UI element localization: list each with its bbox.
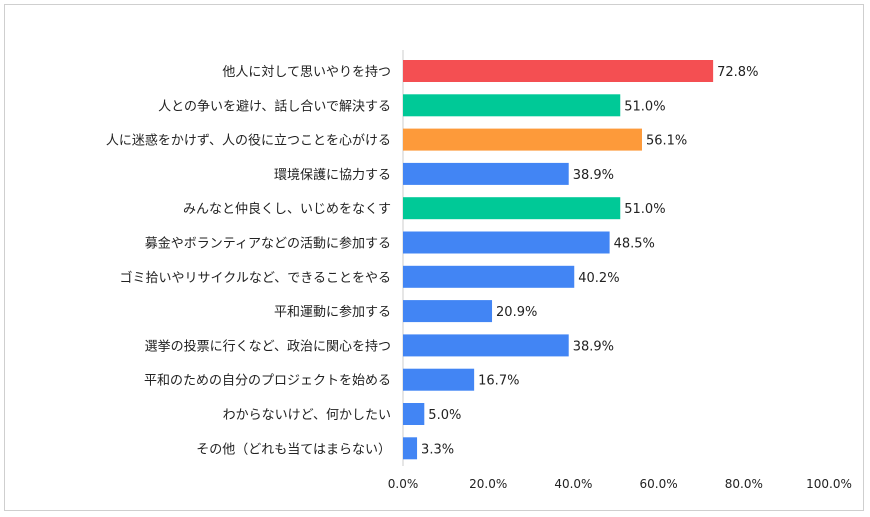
value-label: 16.7% bbox=[478, 374, 519, 389]
x-tick-label: 100.0% bbox=[806, 477, 852, 491]
value-label: 48.5% bbox=[614, 237, 655, 252]
bar bbox=[403, 300, 493, 323]
value-label: 20.9% bbox=[496, 305, 537, 320]
bar bbox=[403, 265, 575, 288]
bar bbox=[403, 231, 610, 254]
category-label: 他人に対して思いやりを持つ bbox=[222, 65, 391, 80]
bar bbox=[403, 94, 621, 117]
category-label: 人に迷惑をかけず、人の役に立つことを心がける bbox=[106, 133, 391, 149]
value-label: 38.9% bbox=[573, 168, 614, 183]
category-label: 募金やボランティアなどの活動に参加する bbox=[145, 236, 391, 252]
category-label: みんなと仲良くし、いじめをなくす bbox=[183, 201, 391, 217]
category-label: わからないけど、何かしたい bbox=[223, 407, 391, 423]
value-label: 3.3% bbox=[421, 442, 454, 457]
x-tick-label: 40.0% bbox=[554, 477, 592, 491]
bar bbox=[403, 437, 418, 460]
bar bbox=[403, 128, 642, 151]
value-label: 56.1% bbox=[646, 134, 687, 149]
bar bbox=[403, 162, 569, 185]
category-label: その他（どれも当てはまらない） bbox=[196, 442, 391, 457]
category-label: 平和のための自分のプロジェクトを始める bbox=[144, 374, 391, 389]
value-label: 51.0% bbox=[624, 99, 665, 114]
category-label: 平和運動に参加する bbox=[274, 304, 391, 320]
bar bbox=[403, 60, 714, 82]
chart-frame bbox=[4, 4, 864, 511]
value-label: 72.8% bbox=[717, 65, 758, 80]
bar bbox=[403, 403, 425, 425]
value-label: 40.2% bbox=[578, 271, 619, 286]
x-tick-label: 80.0% bbox=[725, 477, 763, 491]
x-tick-label: 60.0% bbox=[640, 477, 678, 491]
category-label: 環境保護に協力する bbox=[274, 167, 391, 183]
bar bbox=[403, 197, 621, 220]
category-label: ゴミ拾いやリサイクルなど、できることをやる bbox=[120, 270, 391, 286]
bar bbox=[403, 368, 475, 391]
x-tick-label: 0.0% bbox=[388, 477, 419, 491]
x-tick-label: 20.0% bbox=[469, 477, 507, 491]
value-label: 38.9% bbox=[573, 339, 614, 354]
value-label: 51.0% bbox=[624, 202, 665, 217]
category-label: 人との争いを避け、話し合いで解決する bbox=[158, 98, 391, 114]
value-label: 5.0% bbox=[428, 408, 461, 423]
category-label: 選挙の投票に行くなど、政治に関心を持つ bbox=[145, 338, 391, 354]
bar bbox=[403, 334, 569, 357]
